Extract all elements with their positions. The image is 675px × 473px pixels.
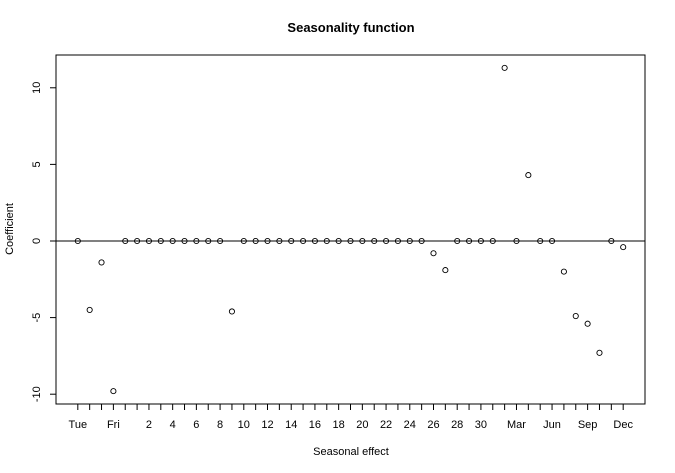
x-tick-label: 12 [261,419,273,431]
point [430,250,437,257]
x-tick-label: 16 [309,419,321,431]
point [418,237,425,245]
x-tick-label: 24 [404,419,416,431]
plot-frame [55,54,646,405]
point [300,237,307,245]
point [620,244,627,251]
point [205,237,212,245]
point [347,237,354,245]
point [548,237,556,245]
x-tick-label: Sep [578,419,598,431]
point [596,349,603,356]
x-axis-label: Seasonal effect [313,446,389,458]
point [572,313,579,320]
x-tick-label: Tue [69,419,88,431]
x-tick-label: 8 [217,419,223,431]
x-tick-label: 22 [380,419,392,431]
point [477,237,484,245]
point [98,259,105,266]
point [145,237,153,245]
point [501,64,508,71]
point [489,237,496,245]
x-tick-label: Jun [543,419,561,431]
point [252,237,259,245]
point [276,237,283,245]
point [394,237,401,245]
point [264,237,271,245]
x-tick-label: 10 [238,419,250,431]
point [525,172,532,179]
point [288,237,295,245]
y-tick-label: -5 [31,313,43,323]
x-tick-label: 28 [451,419,463,431]
point [228,308,235,315]
x-tick-label: 26 [427,419,439,431]
point [560,268,567,275]
point [466,237,473,245]
point [608,237,615,245]
point [537,237,544,245]
point [513,237,520,245]
point [454,237,461,245]
point [157,237,164,245]
x-tick-label: 4 [170,419,176,431]
point [169,237,176,245]
point [134,237,141,245]
y-tick-label: 10 [31,82,43,94]
x-tick-label: 2 [146,419,152,431]
x-tick-label: Fri [107,419,120,431]
point [584,320,591,327]
point [335,237,342,245]
point [193,237,200,245]
y-tick-label: 0 [31,238,43,244]
point [240,237,247,245]
y-tick-label: -10 [31,386,43,402]
y-axis-label: Coefficient [4,203,16,255]
x-tick-label: 30 [475,419,487,431]
point [217,237,224,245]
point [406,237,413,245]
point [86,306,93,313]
point [371,237,378,245]
point [122,237,129,245]
x-tick-label: Dec [613,419,633,431]
point [383,237,390,245]
point [323,237,330,245]
x-tick-label: Mar [507,419,526,431]
point [311,237,318,245]
x-tick-label: 6 [193,419,199,431]
point [181,237,188,245]
point [359,237,366,245]
x-tick-label: 14 [285,419,297,431]
point [74,237,81,245]
chart-title: Seasonality function [287,20,414,35]
y-tick-label: 5 [31,161,43,167]
x-tick-label: 20 [356,419,368,431]
point [110,388,117,395]
x-tick-label: 18 [333,419,345,431]
point [442,267,449,274]
